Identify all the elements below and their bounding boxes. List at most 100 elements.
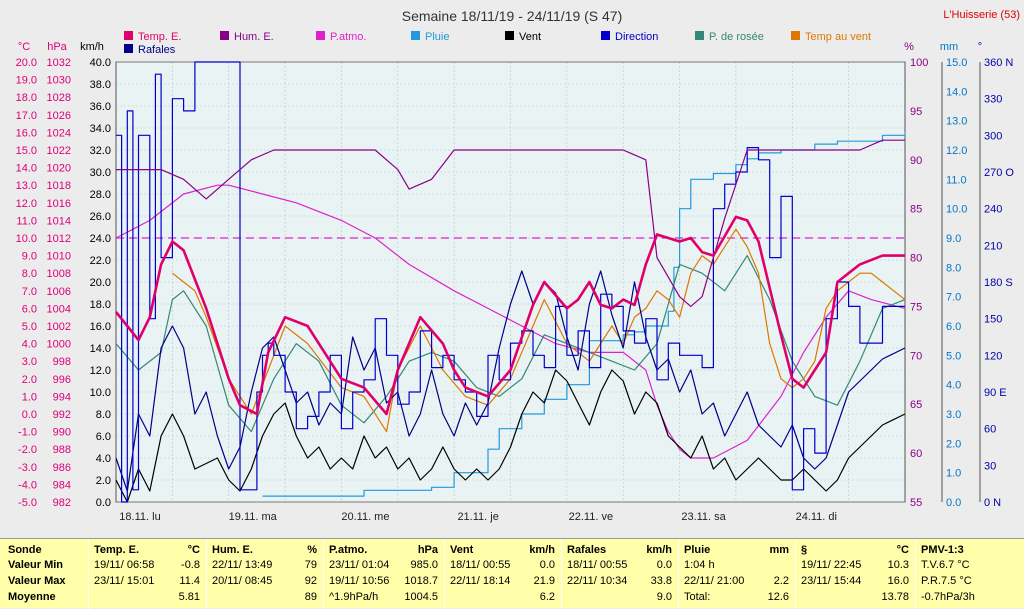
stats-cell-label: 22/11/ 10:34: [567, 575, 628, 587]
axes: °C 20.0 19.0 18.0 17.0 16.0 15.0 14.0 13.0 12.0 11…: [16, 41, 1015, 509]
stats-cell-label: ^1.9hPa/h: [329, 591, 379, 603]
axis-tick-label: 7.0: [22, 286, 37, 298]
axis-tick-label: 24.0: [90, 233, 111, 245]
axis-tick-label: 16.0: [16, 127, 37, 139]
axis-tick-label: 4.0: [946, 380, 961, 392]
axis-tick-label: 4.0: [22, 339, 37, 351]
stats-cell-value: 33.8: [650, 575, 672, 587]
stats-column-header: §: [801, 544, 808, 556]
weather-chart: Semaine 18/11/19 - 24/11/19 (S 47) L'Hui…: [16, 8, 1020, 523]
axis-tick-label: -1.0: [18, 427, 37, 439]
axis-unit-temp_c: °C: [18, 41, 30, 53]
legend-entry: Temp. E.: [138, 31, 181, 43]
axis-tick-label: 360 N: [984, 57, 1013, 69]
legend-entry: Pluie: [425, 31, 449, 43]
axis-tick-label: 14.0: [946, 86, 967, 98]
stats-cell-label: 23/11/ 01:04: [329, 559, 390, 571]
axis-tick-label: 1000: [47, 339, 71, 351]
axis-tick-label: 11.0: [16, 215, 37, 227]
legend-swatch: [411, 31, 420, 40]
stats-cell-label: 18/11/ 00:55: [450, 559, 511, 571]
axis-tick-label: 14.0: [16, 163, 37, 175]
axis-tick-label: 40.0: [90, 57, 111, 69]
stats-column-header: Rafales: [567, 544, 607, 556]
axis-tick-label: -2.0: [18, 444, 37, 456]
row-label: Valeur Min: [8, 559, 64, 571]
x-tick-label: 23.11. sa: [681, 511, 726, 523]
axis-tick-label: 992: [53, 409, 71, 421]
stats-column: Pluie mm 1:04 h 22/11/ 21:00 2.2 Total: 12.6: [678, 539, 795, 609]
axis-tick-label: 10.0: [16, 233, 37, 245]
stats-cell-label: 1:04 h: [684, 559, 715, 571]
axis-tick-label: 210: [984, 240, 1002, 252]
axis-tick-label: 180 S: [984, 277, 1013, 289]
axis-tick-label: 38.0: [90, 79, 111, 91]
axis-tick-label: 1022: [47, 145, 71, 157]
axis-tick-label: 1006: [47, 286, 71, 298]
stats-column-unit: km/h: [529, 544, 555, 556]
axis-tick-label: 20.0: [90, 277, 111, 289]
axis-tick-label: 75: [910, 301, 922, 313]
stats-column-unit: km/h: [646, 544, 672, 556]
stats-cell-label: T.V.6.7 °C: [921, 559, 970, 571]
axis-tick-label: 1004: [47, 303, 71, 315]
axis-tick-label: 6.0: [96, 431, 111, 443]
axis-tick-label: 988: [53, 444, 71, 456]
axis-tick-label: 0 N: [984, 497, 1001, 509]
axis-tick-label: 3.0: [946, 409, 961, 421]
stats-column-unit: hPa: [417, 544, 438, 556]
stats-cell-value: 89: [304, 591, 317, 603]
axis-tick-label: 28.0: [90, 189, 111, 201]
axis-tick-label: 5.0: [22, 321, 37, 333]
stats-cell-value: 9.0: [656, 591, 672, 603]
axis-tick-label: 70: [910, 350, 922, 362]
stats-cell-label: 20/11/ 08:45: [212, 575, 273, 587]
stats-cell-value: 5.81: [178, 591, 200, 603]
axis-tick-label: 14.0: [90, 343, 111, 355]
axis-tick-label: 1016: [47, 198, 71, 210]
legend-swatch: [316, 31, 325, 40]
legend-swatch: [505, 31, 514, 40]
axis-tick-label: 30: [984, 460, 996, 472]
x-tick-label: 19.11. ma: [229, 511, 278, 523]
axis-tick-label: 7.0: [946, 292, 961, 304]
axis-tick-label: 1.0: [946, 468, 961, 480]
axis-unit-wind_kmh: km/h: [80, 41, 104, 53]
x-axis-ticks: 18.11. lu 19.11. ma 20.11. me 21.11. je 22.1…: [119, 511, 837, 523]
stats-cell-value: 10.3: [887, 559, 909, 571]
axis-tick-label: 1018: [47, 180, 71, 192]
axis-tick-label: 60: [984, 424, 996, 436]
legend-entry: P. de rosée: [709, 31, 764, 43]
stats-column-unit: mm: [769, 544, 789, 556]
axis-tick-label: 2.0: [22, 374, 37, 386]
legend-entry: Temp au vent: [805, 31, 871, 43]
axis-tick-label: 15.0: [946, 57, 967, 69]
series-line-rafales: [115, 270, 906, 492]
axis-tick-label: 270 O: [984, 167, 1014, 179]
stats-cell-label: 22/11/ 21:00: [684, 575, 745, 587]
legend-swatch: [695, 31, 704, 40]
axis-tick-label: 150: [984, 314, 1002, 326]
x-tick-label: 21.11. je: [457, 511, 498, 523]
stats-column: PMV-1:3 T.V.6.7 °C P.R.7.5 °C -0.7hPa/3h: [915, 539, 1024, 609]
axis-tick-label: 1028: [47, 92, 71, 104]
axis-tick-label: 3.0: [22, 356, 37, 368]
axis-tick-label: 1.0: [22, 391, 37, 403]
axis-tick-label: 34.0: [90, 123, 111, 135]
axis-tick-label: 12.0: [90, 365, 111, 377]
stats-cell-value: 13.78: [881, 591, 909, 603]
axis-tick-label: 0.0: [96, 497, 111, 509]
axis-unit-rain_mm: mm: [940, 41, 958, 53]
axis-tick-label: 6.0: [946, 321, 961, 333]
axis-tick-label: 13.0: [16, 180, 37, 192]
stats-row-labels: Sonde Valeur Min Valeur Max Moyenne: [4, 539, 88, 609]
stats-cell-value: 79: [304, 559, 317, 571]
legend-swatch: [601, 31, 610, 40]
axis-tick-label: 18.0: [90, 299, 111, 311]
stats-column-header: P.atmo.: [329, 544, 368, 556]
axis-tick-label: 16.0: [90, 321, 111, 333]
axis-tick-label: 330: [984, 94, 1002, 106]
legend: Temp. E. Hum. E. P.atmo. Pluie Vent Direction…: [124, 31, 871, 56]
stats-cell-label: 19/11/ 10:56: [329, 575, 390, 587]
stats-cell-value: 2.2: [773, 575, 789, 587]
